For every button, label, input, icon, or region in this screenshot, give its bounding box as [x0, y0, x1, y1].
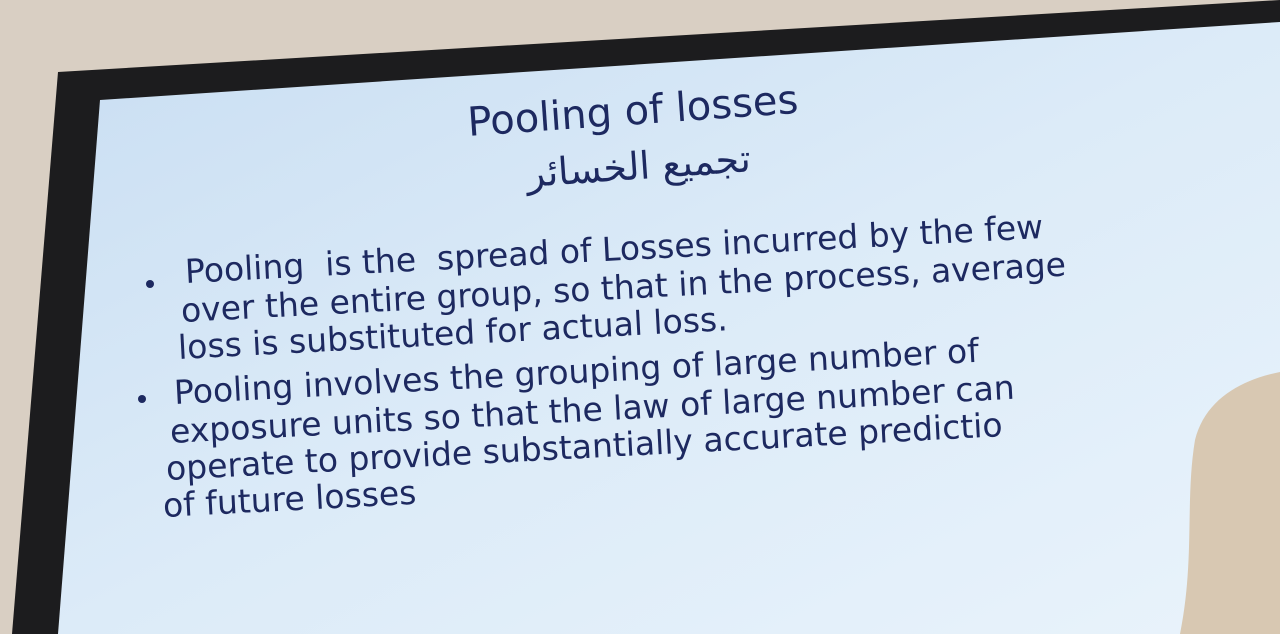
bullet-dot	[138, 395, 146, 403]
person-shoulder	[1180, 372, 1280, 634]
screen	[58, 22, 1280, 634]
bullet-dot	[146, 280, 154, 288]
